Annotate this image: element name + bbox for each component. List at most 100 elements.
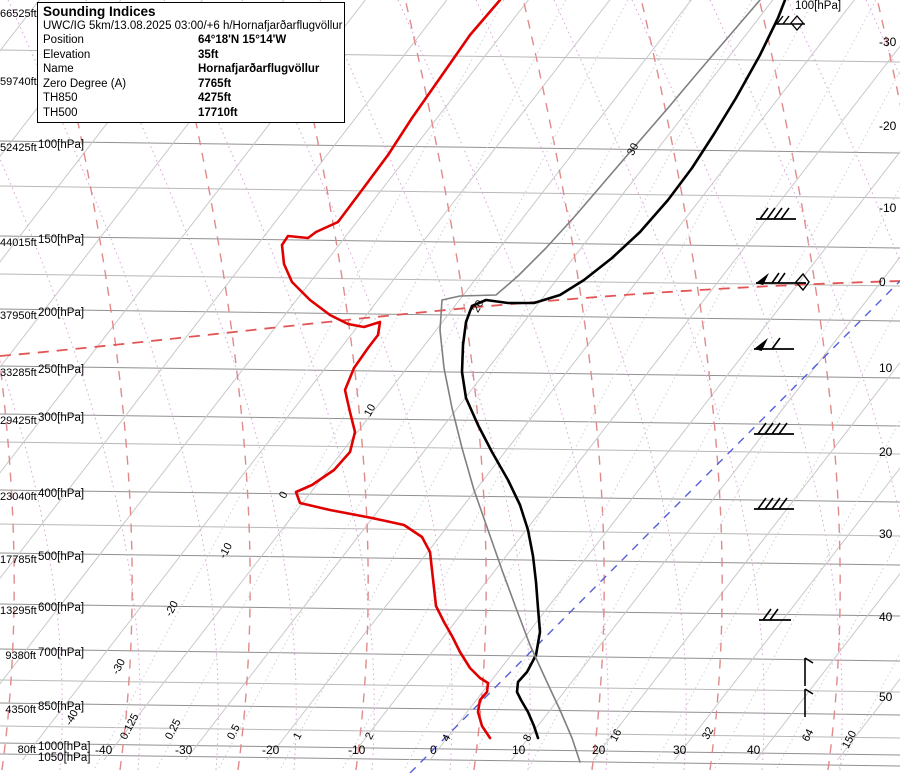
indices-row: TH500 17710ft [38, 106, 344, 121]
pressure-label: 700[hPa] [38, 647, 85, 659]
dry-adiabat [85, 0, 297, 771]
pressure-label: 400[hPa] [38, 488, 85, 500]
right-temp-label: 20 [879, 445, 893, 459]
panel-subtitle: UWC/IG 5km/13.08.2025 03:00/+6 h/Hornafj… [43, 20, 343, 32]
right-temp-label: -20 [879, 119, 897, 133]
isotherm-line [0, 0, 529, 685]
isotherm-line [185, 0, 774, 761]
isobar-line [0, 140, 900, 154]
mixing-ratio-line [714, 419, 900, 769]
dry-adiabat [631, 0, 843, 771]
altitude-label: 9380ft [5, 650, 36, 662]
indices-value: 35ft [198, 48, 219, 61]
panel-title: Sounding Indices [43, 4, 156, 19]
isobar-line-minor [0, 185, 900, 199]
bottom-temp-label: 0 [430, 743, 437, 757]
dry-adiabat [0, 157, 141, 771]
sounding-indices-panel: Sounding Indices UWC/IG 5km/13.08.2025 0… [37, 2, 345, 123]
dry-adiabat [241, 0, 453, 771]
zero-degree-isotherm [0, 280, 900, 357]
bottom-temp-label: -30 [175, 743, 193, 757]
wind-barb-3 [754, 337, 794, 351]
dry-adiabat [709, 0, 900, 521]
pressure-label: 150[hPa] [38, 234, 85, 246]
indices-key: Position [43, 34, 84, 46]
isobar-line [0, 552, 900, 566]
wind-barb-0 [775, 15, 805, 31]
right-temp-label: 30 [879, 527, 893, 541]
altitude-label: 29425ft [0, 415, 37, 427]
pressure-label: 600[hPa] [38, 602, 85, 614]
isotherm-line [103, 0, 692, 761]
indices-row: Zero Degree (A) 7765ft [38, 77, 344, 92]
series-temperature [460, 0, 787, 740]
mixing-ratio-line [590, 186, 900, 769]
isobar-line [0, 365, 900, 379]
isotherm-line [429, 150, 900, 761]
isobar-line [0, 742, 900, 756]
isobar-line [0, 603, 900, 617]
altitude-label: 37950ft [0, 310, 37, 322]
wind-barb-4 [754, 422, 794, 435]
isobar-line-minor [0, 679, 900, 693]
indices-row: Elevation 35ft [38, 48, 344, 63]
isobar-line [0, 702, 900, 716]
indices-value: 7765ft [198, 77, 232, 90]
series-parcel [439, 0, 761, 763]
indices-row: Name Hornafjarðarflugvöllur [38, 62, 344, 77]
moist-adiabat [522, 0, 605, 771]
altitude-label: 52425ft [0, 142, 37, 154]
altitude-label: 44015ft [0, 237, 37, 249]
dry-adiabat [397, 0, 609, 771]
wind-barb-8 [804, 688, 814, 717]
isotherm-line [348, 45, 900, 761]
dry-adiabat [787, 0, 900, 264]
isobar-line-minor [0, 523, 900, 537]
right-temp-label: 40 [879, 610, 893, 624]
indices-key: TH850 [43, 92, 78, 104]
indices-key: Name [43, 63, 74, 75]
pressure-label: 200[hPa] [38, 307, 85, 319]
isotherm-line [592, 361, 900, 761]
dry-adiabat [475, 0, 687, 771]
isobar-line [0, 753, 900, 767]
altitude-label: 4350ft [5, 704, 36, 716]
pressure-label: 500[hPa] [38, 551, 85, 563]
right-temp-label: 0 [879, 275, 886, 289]
series-dewpoint [280, 0, 502, 740]
isotherm-line [0, 0, 40, 52]
mixing-ratio-line [466, 0, 877, 769]
dry-adiabat [0, 360, 63, 771]
pressure-label: 1050[hPa] [38, 752, 91, 764]
mixing-ratio-line [838, 652, 900, 769]
moist-adiabat [758, 0, 841, 771]
pressure-label: 850[hPa] [38, 701, 85, 713]
mixing-ratio-line [404, 0, 815, 769]
dry-adiabat [553, 0, 765, 771]
isobar-line [0, 235, 900, 249]
bottom-temp-label: -40 [95, 743, 113, 757]
altitude-label: 66525ft [0, 8, 37, 20]
altitude-label: 80ft [17, 744, 36, 756]
indices-key: TH500 [43, 106, 78, 119]
wind-barb-5 [754, 497, 794, 510]
indices-row: Position 64°18'N 15°14'W [38, 33, 344, 48]
indices-key: Elevation [43, 48, 91, 61]
isobar-line-minor [0, 725, 900, 739]
bottom-temp-label: 30 [673, 743, 687, 757]
altitude-label: 23040ft [0, 491, 37, 503]
isotherm-line [511, 256, 900, 761]
bottom-temp-label: -10 [348, 743, 366, 757]
indices-value: 17710ft [198, 106, 238, 119]
indices-value: 64°18'N 15°14'W [198, 34, 287, 46]
indices-key: Zero Degree (A) [43, 77, 127, 90]
indices-value: Hornafjarðarflugvöllur [198, 63, 320, 75]
pressure-label: 100[hPa] [38, 139, 85, 151]
isobar-line-minor [0, 273, 900, 287]
isotherm-line [266, 0, 855, 761]
dry-adiabat [865, 0, 900, 78]
mixing-ratio-line [776, 535, 900, 769]
isotherm-line [0, 0, 448, 579]
